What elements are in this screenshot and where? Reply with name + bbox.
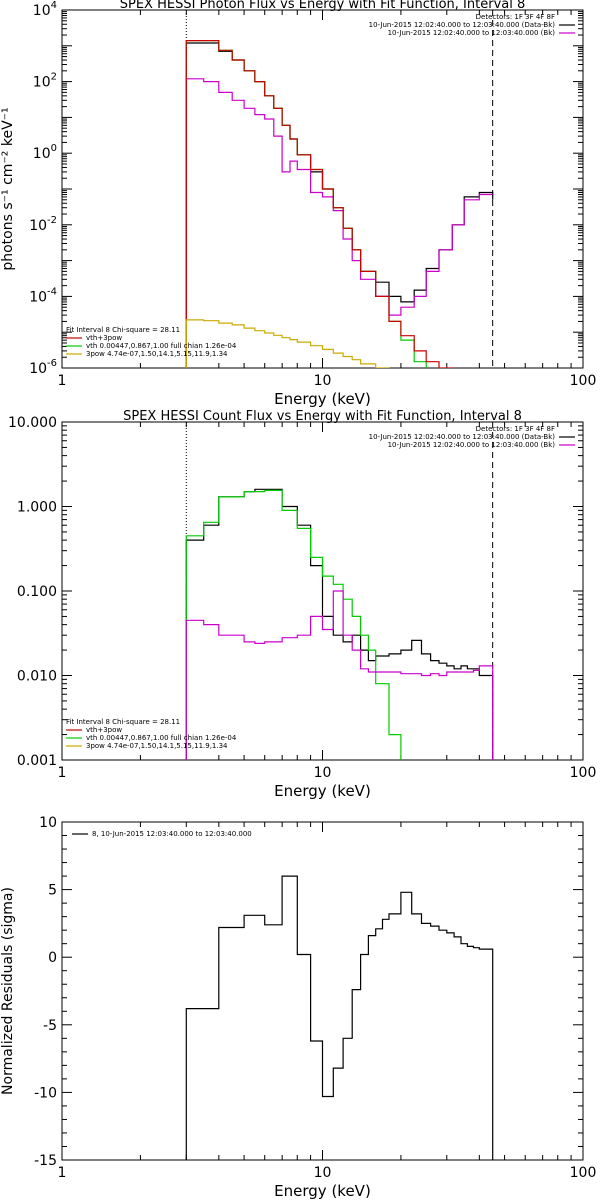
legend-bottom-entry: 3pow 4.74e-07,1.50,14.1,5.15,11.9,1.34 <box>86 350 228 358</box>
legend-top-entry: 10-Jun-2015 12:02:40.000 to 12:03:40.000… <box>388 441 556 449</box>
chart-title: SPEX HESSI Photon Flux vs Energy with Fi… <box>120 0 526 12</box>
y-tick-label: -10 <box>34 1085 57 1101</box>
legend-bottom-entry: Fit Interval 8 Chi-square = 28.11 <box>66 718 180 726</box>
x-tick-label: 1 <box>58 765 67 781</box>
series-line-1 <box>185 875 494 1160</box>
legend-bottom-entry: vth 0.00447,0.867,1.00 full chian 1.26e-… <box>86 734 237 742</box>
y-tick-label: 104 <box>33 0 57 19</box>
x-tick-label: 100 <box>570 765 597 781</box>
series-line-2 <box>185 40 427 368</box>
series-line-5 <box>185 319 390 368</box>
x-tick-label: 100 <box>570 1165 597 1181</box>
y-tick-label: 0 <box>48 950 57 966</box>
x-tick-label: 10 <box>314 765 332 781</box>
y-tick-label: -15 <box>34 1153 57 1169</box>
y-tick-label: -5 <box>43 1018 57 1034</box>
chart-title: SPEX HESSI Count Flux vs Energy with Fit… <box>123 409 522 424</box>
chart-panel-2: 1 10 100 0.001 0.010 0.100 1.000 10.000 SPEX HES… <box>8 409 596 800</box>
y-axis-label: Normalized Residuals (sigma) <box>0 887 16 1095</box>
y-tick-label: 10-2 <box>29 215 57 234</box>
y-tick-label: 10.000 <box>8 415 57 431</box>
y-tick-label: 10-6 <box>29 358 57 377</box>
legend-top-entry: 10-Jun-2015 12:02:40.000 to 12:03:40.000… <box>369 433 556 441</box>
legend-inner-entry: 8, 10-Jun-2015 12:03:40.000 to 12:03:40.… <box>92 830 252 838</box>
x-tick-label: 100 <box>570 373 597 389</box>
series-group <box>185 488 494 760</box>
plot-frame <box>61 821 584 1161</box>
y-tick-label: 0.001 <box>17 753 57 769</box>
series-line-1 <box>185 42 494 368</box>
legend-bottom-entry: vth+3pow <box>86 334 122 342</box>
y-tick-label: 0.100 <box>17 584 57 600</box>
legend-bottom-entry: 3pow 4.74e-07,1.50,14.1,5.15,11.9,1.34 <box>86 742 228 750</box>
y-tick-label: 10 <box>39 815 57 831</box>
y-axis-label: photons s⁻¹ cm⁻² keV⁻¹ <box>0 107 16 270</box>
x-axis-label: Energy (keV) <box>274 782 371 800</box>
legend-top-entry: 10-Jun-2015 12:02:40.000 to 12:03:40.000… <box>369 21 556 29</box>
y-tick-label: 5 <box>48 883 57 899</box>
x-tick-label: 1 <box>58 1165 67 1181</box>
series-line-2 <box>185 489 494 760</box>
legend-top-entry: Detectors: 1F 3F 4F 8F <box>476 13 555 21</box>
y-tick-label: 10-4 <box>29 286 57 305</box>
x-tick-label: 10 <box>314 373 332 389</box>
x-axis-label: Energy (keV) <box>274 390 371 408</box>
series-line-3 <box>185 590 494 760</box>
y-tick-label: 102 <box>33 72 57 91</box>
legend-bottom-entry: Fit Interval 8 Chi-square = 28.11 <box>66 326 180 334</box>
legend-top-entry: 10-Jun-2015 12:02:40.000 to 12:03:40.000… <box>388 29 556 37</box>
series-group <box>185 40 494 368</box>
series-line-1 <box>185 488 494 760</box>
y-tick-label: 100 <box>33 143 57 162</box>
x-axis-label: Energy (keV) <box>274 1182 371 1200</box>
legend-top-entry: Detectors: 1F 3F 4F 8F <box>476 425 555 433</box>
legend-bottom-entry: vth 0.00447,0.867,1.00 full chian 1.26e-… <box>86 342 237 350</box>
x-tick-label: 1 <box>58 373 67 389</box>
series-group <box>185 875 494 1160</box>
legend-bottom-entry: vth+3pow <box>86 726 122 734</box>
chart-panel-1: 1 10 100 10-6 10-4 10-2 100 102 104 SPEX HESSI Ph… <box>0 0 596 408</box>
x-tick-label: 10 <box>314 1165 332 1181</box>
series-line-4 <box>185 40 453 368</box>
y-tick-label: 0.010 <box>17 669 57 685</box>
y-tick-label: 1.000 <box>17 500 57 516</box>
